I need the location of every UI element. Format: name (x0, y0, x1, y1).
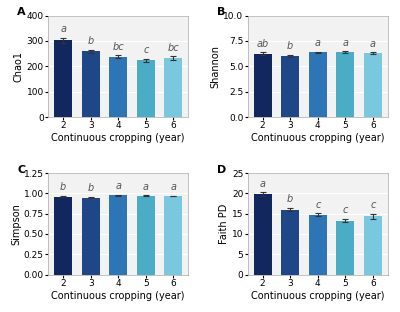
Text: b: b (60, 183, 66, 193)
Bar (82, 51, 100, 117)
Bar (364, 53, 382, 117)
Bar (54, 197, 72, 275)
X-axis label: Continuous cropping (year): Continuous cropping (year) (251, 290, 384, 300)
Bar (82, 197, 100, 275)
Text: C: C (17, 165, 25, 175)
Text: bc: bc (168, 43, 179, 53)
Bar (164, 58, 182, 117)
Text: a: a (60, 24, 66, 34)
Text: a: a (143, 182, 149, 192)
Text: c: c (370, 201, 376, 211)
Text: ab: ab (256, 39, 269, 49)
Bar (109, 195, 127, 275)
Bar (336, 52, 354, 117)
Text: b: b (88, 183, 94, 193)
Text: a: a (170, 182, 176, 192)
Bar (364, 217, 382, 275)
Text: a: a (370, 39, 376, 49)
Bar (254, 54, 272, 117)
X-axis label: Continuous cropping (year): Continuous cropping (year) (251, 133, 384, 143)
Bar (309, 215, 327, 275)
Text: A: A (17, 7, 26, 17)
Text: b: b (287, 194, 293, 204)
Text: a: a (315, 38, 321, 48)
Bar (336, 221, 354, 275)
Bar (254, 194, 272, 275)
X-axis label: Continuous cropping (year): Continuous cropping (year) (52, 290, 185, 300)
Text: a: a (260, 178, 266, 188)
Bar (137, 196, 155, 275)
Bar (309, 52, 327, 117)
Y-axis label: Shannon: Shannon (210, 45, 220, 88)
Bar (164, 196, 182, 275)
Text: B: B (216, 7, 225, 17)
Bar (281, 56, 299, 117)
Y-axis label: Chao1: Chao1 (14, 51, 24, 82)
X-axis label: Continuous cropping (year): Continuous cropping (year) (52, 133, 185, 143)
Bar (137, 60, 155, 117)
Text: b: b (88, 36, 94, 46)
Text: c: c (343, 205, 348, 215)
Text: b: b (287, 41, 293, 51)
Y-axis label: Simpson: Simpson (11, 203, 21, 245)
Bar (54, 40, 72, 117)
Text: D: D (216, 165, 226, 175)
Text: c: c (315, 200, 320, 210)
Y-axis label: Faith PD: Faith PD (219, 204, 229, 244)
Bar (109, 57, 127, 117)
Text: a: a (115, 182, 121, 192)
Text: a: a (342, 37, 348, 48)
Text: c: c (143, 46, 148, 56)
Bar (281, 210, 299, 275)
Text: bc: bc (112, 41, 124, 52)
